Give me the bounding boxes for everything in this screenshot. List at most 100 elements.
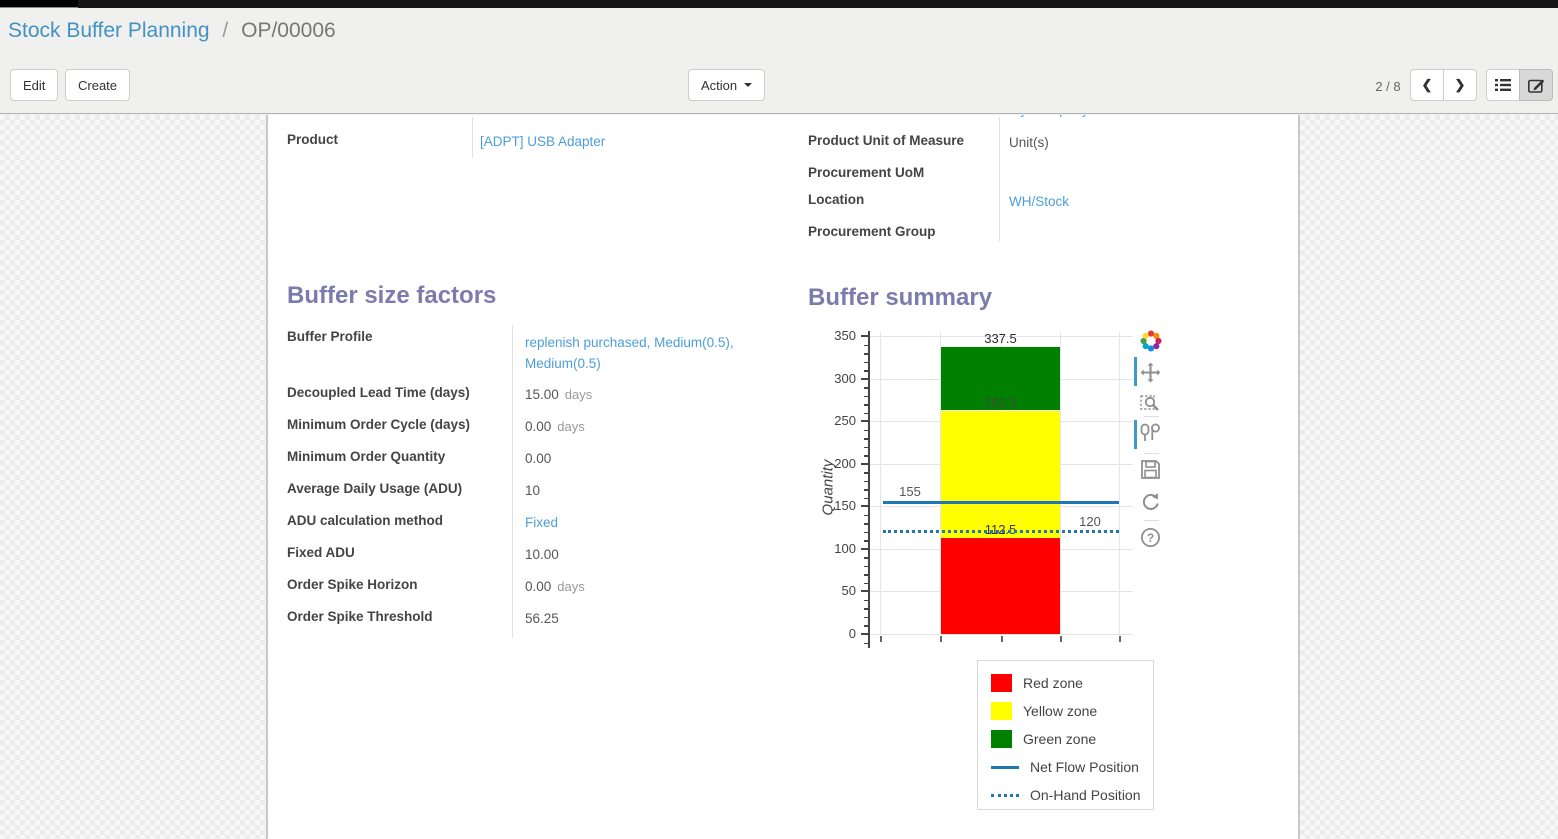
legend-item-net-flow-position[interactable]: Net Flow Position: [991, 755, 1139, 779]
chart-y-minor-tick: [864, 361, 869, 364]
modebar-divider: [1144, 520, 1159, 521]
chart-y-minor-tick: [864, 608, 869, 610]
breadcrumb-current: OP/00006: [241, 19, 336, 42]
chart-line-on-hand-position: [883, 530, 1119, 534]
plotly-logo-button[interactable]: [1140, 330, 1164, 354]
field-value-adu-method[interactable]: Fixed: [525, 515, 559, 530]
chart-y-minor-tick: [864, 642, 869, 644]
legend-swatch-square: [991, 730, 1012, 748]
field-label-order-spike-horizon: Order Spike Horizon: [287, 577, 418, 592]
chart-y-tick: [861, 547, 869, 550]
chart-zone-yellow-zone: [941, 410, 1060, 539]
hover-mode-button[interactable]: [1140, 423, 1164, 447]
chevron-right-icon: ❯: [1454, 77, 1466, 92]
unit-days: days: [557, 579, 585, 594]
chart-y-minor-tick: [864, 412, 869, 415]
chart-y-minor-tick: [864, 455, 869, 457]
chart-y-minor-tick: [864, 446, 869, 449]
chart-y-minor-tick: [864, 370, 869, 372]
chart-y-minor-tick: [864, 625, 869, 627]
legend-item-on-hand-position[interactable]: On-Hand Position: [991, 783, 1141, 807]
chart-y-tick-label: 300: [834, 370, 856, 386]
zoom-button[interactable]: [1140, 392, 1164, 416]
create-button[interactable]: Create: [65, 69, 131, 101]
chart-x-tick: [880, 636, 882, 642]
chart-x-tick: [1001, 636, 1003, 642]
chart-x-tick: [1060, 636, 1062, 642]
action-button[interactable]: Action: [688, 69, 766, 101]
field-value-location[interactable]: WH/Stock: [1009, 194, 1070, 209]
chart-gridline-vertical: [880, 332, 881, 635]
chart-line-net-flow-position: [883, 500, 1119, 504]
save-button[interactable]: [1140, 459, 1164, 483]
floppy-save-icon: [1141, 460, 1160, 479]
chart-gridline-horizontal: [870, 591, 1133, 593]
pan-button[interactable]: [1140, 362, 1164, 386]
chart-y-minor-tick: [864, 557, 869, 559]
field-value-min-order-cycle: 0.00 days: [525, 419, 585, 434]
pager-previous-button[interactable]: ❮: [1410, 69, 1444, 101]
chart-y-tick: [861, 335, 869, 337]
field-label-fixed-adu: Fixed ADU: [287, 545, 355, 560]
chart-y-minor-tick: [864, 599, 869, 602]
section-title-buffer-size-factors: Buffer size factors: [287, 282, 497, 309]
chart-y-tick: [861, 377, 869, 380]
chart-y-tick-label: 50: [841, 583, 856, 599]
chart-zone-label: 337.5: [984, 330, 1017, 346]
chart-zone-red-zone: [941, 538, 1060, 634]
field-value-order-spike-threshold: 56.25: [525, 611, 559, 626]
question-mark-icon: ?: [1140, 527, 1161, 548]
chart-zone-label: 112.5: [984, 522, 1017, 538]
company-field-clipped[interactable]: My Company: [1009, 115, 1089, 117]
chart-y-minor-tick: [864, 565, 869, 568]
edit-button[interactable]: Edit: [10, 69, 59, 101]
field-label-buffer-profile: Buffer Profile: [287, 329, 373, 344]
view-switcher-list-button[interactable]: [1486, 69, 1520, 101]
chart-gridline-horizontal: [870, 378, 1133, 380]
chart-y-minor-tick: [864, 574, 869, 576]
chart-zone-green-zone: [941, 346, 1060, 411]
breadcrumb-separator: /: [222, 19, 229, 42]
legend-item-red-zone[interactable]: Red zone: [991, 671, 1083, 695]
chart-gridline-vertical: [940, 332, 941, 635]
chart-gridline-horizontal: [870, 506, 1133, 508]
chart-y-tick: [861, 420, 869, 423]
field-value-min-order-quantity: 0.00: [525, 451, 552, 466]
chart-x-tick: [940, 636, 942, 642]
field-value-fixed-adu: 10.00: [525, 547, 559, 562]
legend-swatch-line: [991, 765, 1019, 769]
legend-item-label: Yellow zone: [1023, 703, 1098, 719]
form-sheet: My Company Product [ADPT] USB Adapter Pr…: [266, 115, 1300, 839]
modebar-active-indicator: [1134, 420, 1137, 449]
view-switcher-form-button[interactable]: [1519, 69, 1553, 101]
reset-axes-button[interactable]: [1140, 491, 1164, 515]
navbar-left-segment: [0, 0, 78, 8]
field-value-product[interactable]: [ADPT] USB Adapter: [480, 134, 606, 149]
unit-days: days: [557, 419, 585, 434]
breadcrumb-parent-link[interactable]: Stock Buffer Planning: [8, 19, 210, 42]
chart-y-minor-tick: [864, 353, 869, 355]
chart-y-axis-title: Quantity: [819, 459, 837, 516]
top-navbar: [0, 0, 1558, 8]
legend-item-label: Red zone: [1023, 675, 1083, 691]
field-label-product-uom: Product Unit of Measure: [808, 133, 965, 148]
list-view-icon: [1495, 79, 1511, 91]
legend-item-green-zone[interactable]: Green zone: [991, 727, 1096, 751]
field-label-min-order-quantity: Minimum Order Quantity: [287, 449, 446, 464]
field-label-min-order-cycle: Minimum Order Cycle (days): [287, 417, 471, 432]
chart-y-minor-tick: [864, 395, 869, 398]
chart-y-minor-tick: [864, 616, 869, 619]
modebar-divider: [1144, 453, 1159, 454]
chart-gridline-horizontal: [870, 548, 1133, 550]
legend-swatch-line: [991, 793, 1019, 797]
help-button[interactable]: ?: [1140, 527, 1164, 551]
chart-line-label: 155: [899, 484, 921, 500]
legend-swatch-square: [991, 674, 1012, 692]
pager-next-button[interactable]: ❯: [1443, 69, 1477, 101]
field-value-buffer-profile[interactable]: replenish purchased, Medium(0.5), Medium…: [525, 335, 734, 371]
field-label-decoupled-lead-time: Decoupled Lead Time (days): [287, 385, 470, 400]
chart-y-tick-label: 350: [834, 328, 856, 343]
legend-item-yellow-zone[interactable]: Yellow zone: [991, 699, 1097, 723]
chart-y-minor-tick: [864, 497, 869, 500]
modebar-active-indicator: [1134, 357, 1137, 386]
